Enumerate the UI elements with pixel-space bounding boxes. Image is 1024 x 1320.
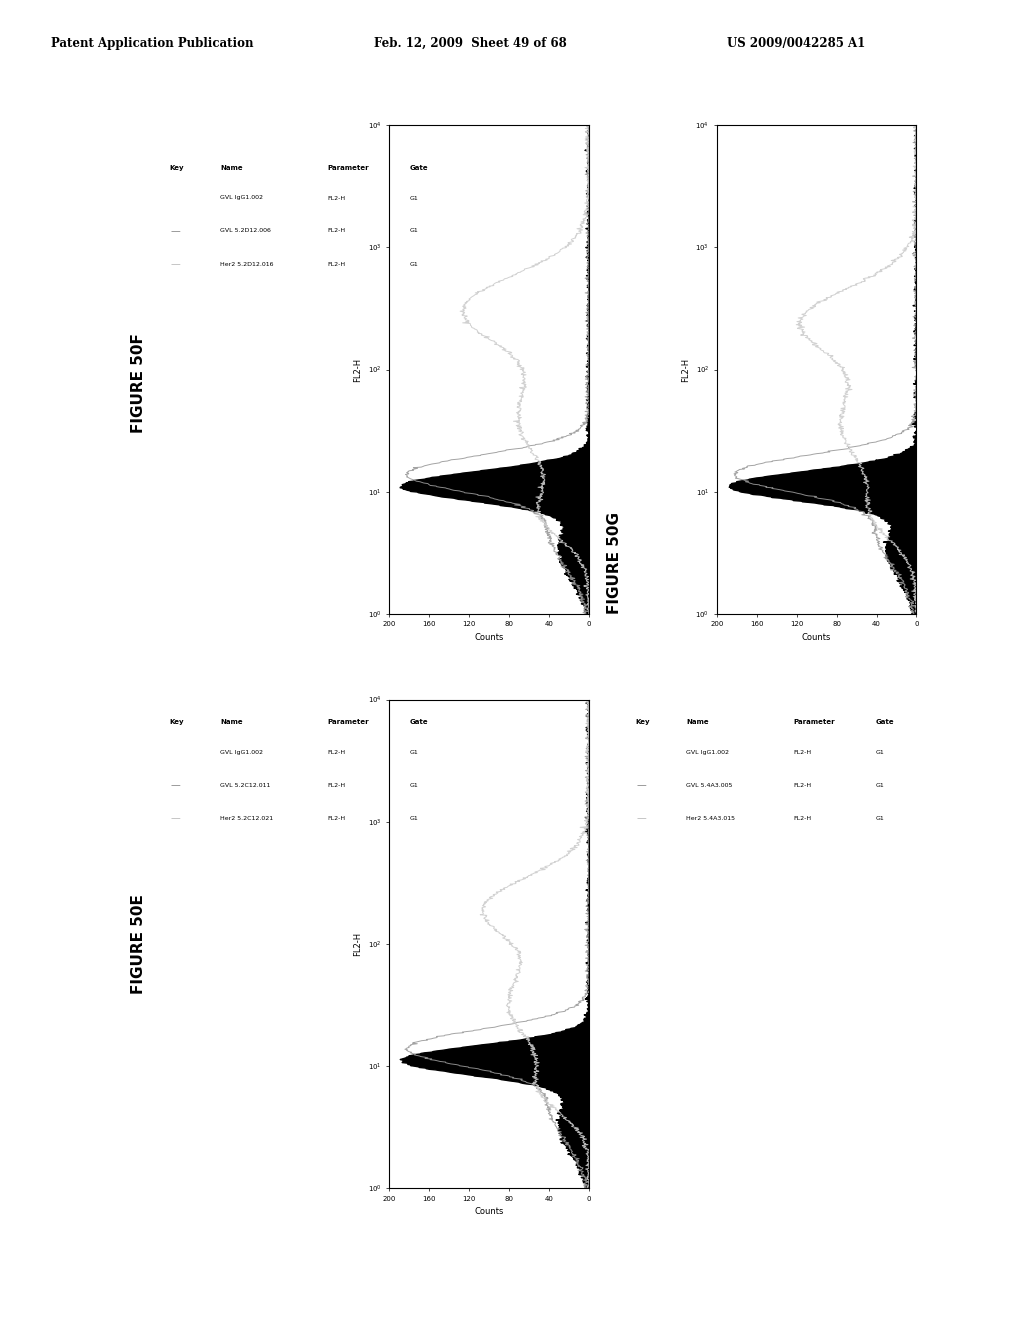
Text: FL2-H: FL2-H: [328, 261, 346, 267]
Text: —: —: [637, 813, 647, 824]
Y-axis label: FL2-H: FL2-H: [353, 932, 362, 956]
Text: US 2009/0042285 A1: US 2009/0042285 A1: [727, 37, 865, 50]
Text: G1: G1: [876, 750, 885, 755]
Text: Her2 5.2D12.016: Her2 5.2D12.016: [220, 261, 273, 267]
Text: —: —: [171, 226, 181, 236]
Text: FIGURE 50F: FIGURE 50F: [131, 333, 145, 433]
Text: Gate: Gate: [410, 165, 428, 172]
Text: G1: G1: [410, 261, 419, 267]
Text: Her2 5.4A3.015: Her2 5.4A3.015: [686, 816, 735, 821]
X-axis label: Counts: Counts: [474, 634, 504, 642]
Text: FL2-H: FL2-H: [328, 816, 346, 821]
Text: G1: G1: [876, 783, 885, 788]
Text: Name: Name: [220, 719, 243, 726]
Text: FL2-H: FL2-H: [794, 783, 812, 788]
Text: —: —: [171, 780, 181, 791]
Text: FL2-H: FL2-H: [794, 750, 812, 755]
Text: Key: Key: [635, 719, 649, 726]
Text: FL2-H: FL2-H: [328, 228, 346, 234]
Text: FL2-H: FL2-H: [328, 750, 346, 755]
Text: Key: Key: [169, 165, 183, 172]
Text: GVL IgG1.002: GVL IgG1.002: [220, 750, 263, 755]
Text: Name: Name: [220, 165, 243, 172]
Text: Key: Key: [169, 719, 183, 726]
Text: —: —: [637, 780, 647, 791]
X-axis label: Counts: Counts: [802, 634, 831, 642]
Text: Gate: Gate: [410, 719, 428, 726]
Text: FIGURE 50E: FIGURE 50E: [131, 894, 145, 994]
Y-axis label: FL2-H: FL2-H: [353, 358, 362, 381]
Text: Feb. 12, 2009  Sheet 49 of 68: Feb. 12, 2009 Sheet 49 of 68: [374, 37, 566, 50]
Text: Parameter: Parameter: [328, 165, 370, 172]
Text: —: —: [171, 813, 181, 824]
Text: GVL IgG1.002: GVL IgG1.002: [220, 195, 263, 201]
Text: Parameter: Parameter: [328, 719, 370, 726]
Text: G1: G1: [410, 816, 419, 821]
X-axis label: Counts: Counts: [474, 1208, 504, 1216]
Text: Parameter: Parameter: [794, 719, 836, 726]
Text: —: —: [171, 259, 181, 269]
Text: Name: Name: [686, 719, 709, 726]
Text: G1: G1: [410, 750, 419, 755]
Text: GVL 5.4A3.005: GVL 5.4A3.005: [686, 783, 732, 788]
Text: FL2-H: FL2-H: [794, 816, 812, 821]
Text: Gate: Gate: [876, 719, 894, 726]
Text: FL2-H: FL2-H: [328, 195, 346, 201]
Text: GVL IgG1.002: GVL IgG1.002: [686, 750, 729, 755]
Text: G1: G1: [876, 816, 885, 821]
Text: G1: G1: [410, 228, 419, 234]
Text: FIGURE 50G: FIGURE 50G: [607, 512, 622, 614]
Text: FL2-H: FL2-H: [328, 783, 346, 788]
Text: G1: G1: [410, 195, 419, 201]
Text: Her2 5.2C12.021: Her2 5.2C12.021: [220, 816, 273, 821]
Y-axis label: FL2-H: FL2-H: [681, 358, 690, 381]
Text: GVL 5.2C12.011: GVL 5.2C12.011: [220, 783, 270, 788]
Text: Patent Application Publication: Patent Application Publication: [51, 37, 254, 50]
Text: G1: G1: [410, 783, 419, 788]
Text: GVL 5.2D12.006: GVL 5.2D12.006: [220, 228, 271, 234]
